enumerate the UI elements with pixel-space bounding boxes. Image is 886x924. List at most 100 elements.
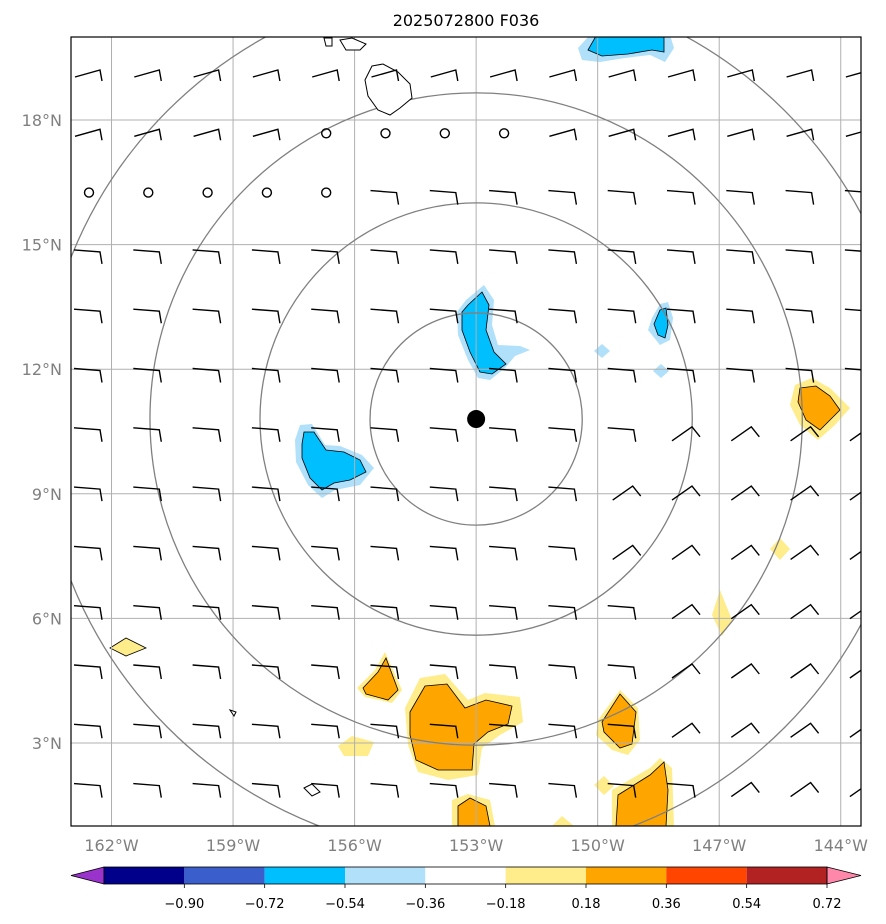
- wind-barb: [671, 485, 701, 501]
- positive-contour-core-south-center: [409, 683, 513, 771]
- wind-barb: [607, 367, 637, 383]
- colorbar-tick-label: −0.18: [486, 897, 526, 912]
- wind-barb: [429, 486, 459, 502]
- wind-barb: [786, 69, 815, 82]
- wind-barb: [133, 723, 162, 739]
- wind-barb: [370, 308, 400, 324]
- wind-barb: [666, 249, 696, 265]
- wind-barb: [730, 603, 760, 620]
- wind-barb: [845, 131, 861, 137]
- coastlines: [228, 37, 413, 797]
- wind-barb: [548, 723, 578, 739]
- wind-barb: [133, 249, 162, 265]
- wind-barb: [429, 664, 459, 680]
- wind-barb: [311, 486, 340, 502]
- wind-barb: [548, 782, 578, 798]
- wind-barb: [849, 787, 861, 798]
- island-small-3: [228, 709, 237, 717]
- wind-barb: [730, 544, 760, 560]
- colorbar-segment: [264, 867, 345, 884]
- colorbar: −0.90 −0.72 −0.54 −0.36 −0.18 0.18 0.36 0.54 0.7…: [70, 866, 862, 912]
- colorbar-segment: [746, 867, 827, 884]
- wind-barb: [192, 664, 222, 680]
- wind-barb: [671, 722, 701, 738]
- wind-barb: [607, 723, 637, 739]
- positive-contour-fill-small-1: [338, 736, 374, 756]
- wind-barb: [607, 605, 637, 620]
- wind-barb: [192, 545, 222, 561]
- wind-barb: [612, 544, 642, 560]
- colorbar-segment: [184, 867, 265, 884]
- wind-barb: [311, 664, 340, 680]
- wind-barb: [73, 486, 103, 502]
- wind-barb: [370, 782, 400, 798]
- wind-barb: [607, 308, 637, 324]
- wind-barb: [849, 610, 861, 620]
- wind-barb: [549, 128, 578, 141]
- wind-barb: [785, 249, 815, 265]
- colorbar-segment: [666, 867, 747, 884]
- wind-barb: [548, 545, 578, 561]
- wind-barb: [251, 427, 281, 442]
- wind-barb: [489, 605, 518, 620]
- wind-barb: [133, 367, 162, 383]
- map-background: [71, 37, 861, 826]
- wind-barb: [730, 425, 760, 442]
- island-big-island: [364, 63, 413, 116]
- positive-contour-fill-small-2-core: [457, 797, 491, 826]
- wind-barb: [730, 781, 760, 798]
- range-ring: [259, 202, 693, 636]
- wind-barb: [429, 249, 459, 265]
- wind-barb: [548, 605, 578, 620]
- negative-contour-core-west: [301, 431, 367, 491]
- wind-barb: [790, 722, 820, 738]
- wind-barb: [429, 605, 459, 620]
- wind-barb-calm: [261, 187, 273, 198]
- colorbar-tick-label: 0.18: [572, 897, 601, 912]
- wind-barb: [133, 664, 162, 680]
- wind-barb: [548, 249, 578, 265]
- wind-barb: [727, 69, 755, 82]
- wind-barb: [667, 128, 696, 141]
- wind-barb: [489, 427, 518, 442]
- wind-barb: [251, 723, 281, 739]
- wind-barb: [74, 128, 103, 141]
- wind-barb-calm: [380, 128, 391, 139]
- wind-barb: [370, 545, 400, 561]
- wind-barb: [489, 249, 518, 265]
- wind-barb: [312, 69, 340, 82]
- wind-barb: [666, 308, 696, 324]
- wind-barb: [133, 545, 162, 561]
- wind-barb: [607, 664, 637, 680]
- wind-barb: [489, 367, 518, 383]
- positive-contour-core-bottom: [615, 761, 669, 826]
- island-maui: [339, 37, 367, 51]
- latitude-tick-label: 12°N: [22, 360, 62, 379]
- wind-barb: [844, 189, 861, 193]
- positive-contour-fill-small-6: [109, 637, 147, 657]
- wind-barb: [134, 128, 162, 141]
- positive-contour-core-east: [797, 385, 841, 431]
- wind-barb: [193, 69, 222, 82]
- wind-barb-calm: [498, 128, 510, 139]
- wind-barb: [671, 603, 701, 620]
- wind-barb: [429, 723, 459, 739]
- wind-barb: [549, 69, 578, 82]
- wind-barb: [251, 308, 281, 324]
- wind-barb: [192, 308, 222, 324]
- wind-barb: [548, 664, 578, 680]
- wind-barb: [192, 427, 222, 442]
- wind-barb: [607, 249, 637, 265]
- longitude-tick-label: 147°W: [692, 836, 747, 855]
- wind-barb: [370, 723, 400, 739]
- wind-barb: [489, 308, 518, 324]
- wind-barb: [489, 486, 518, 502]
- wind-barb: [548, 427, 578, 442]
- wind-barb: [785, 189, 815, 205]
- wind-barb: [192, 249, 222, 265]
- wind-barb: [370, 486, 400, 502]
- wind-barb: [311, 249, 340, 265]
- wind-barb: [429, 308, 459, 324]
- wind-barb: [849, 728, 861, 738]
